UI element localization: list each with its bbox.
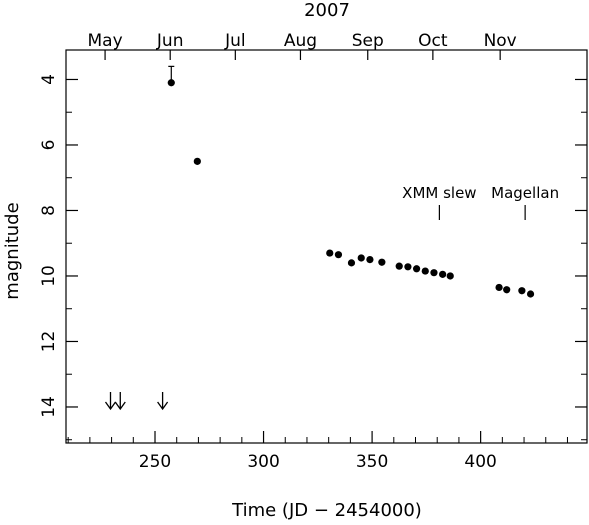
month-label: Aug bbox=[284, 31, 317, 51]
annotation-label: Magellan bbox=[491, 184, 559, 202]
x-tick-label: 250 bbox=[139, 452, 171, 472]
data-point bbox=[404, 263, 412, 271]
y-tick-label: 8 bbox=[39, 205, 59, 216]
y-tick-label: 4 bbox=[39, 74, 59, 85]
data-point bbox=[193, 157, 201, 165]
x-axis-label: Time (JD − 2454000) bbox=[231, 500, 422, 521]
data-point bbox=[430, 269, 438, 277]
data-point bbox=[167, 79, 175, 87]
data-point bbox=[446, 272, 454, 280]
y-axis-label: magnitude bbox=[2, 202, 23, 299]
y-tick-label: 10 bbox=[39, 265, 59, 287]
data-point bbox=[421, 267, 429, 275]
data-point bbox=[518, 287, 526, 295]
data-point bbox=[495, 283, 503, 292]
x-tick-label: 300 bbox=[247, 452, 279, 472]
y-tick-label: 6 bbox=[39, 140, 59, 151]
month-label: Jun bbox=[156, 31, 184, 51]
month-label: May bbox=[87, 31, 122, 51]
x-tick-label: 350 bbox=[356, 452, 388, 472]
upper-limit-arrow bbox=[157, 391, 169, 411]
y-tick-label: 12 bbox=[39, 331, 59, 353]
data-point bbox=[439, 270, 447, 278]
month-label: Sep bbox=[352, 31, 384, 51]
data-point bbox=[412, 265, 421, 273]
x-tick-label: 400 bbox=[464, 452, 496, 472]
annotation-label: XMM slew bbox=[402, 184, 476, 202]
data-point bbox=[366, 256, 374, 264]
data-point bbox=[357, 254, 365, 262]
upper-limit-arrow bbox=[104, 391, 117, 411]
upper-limit-arrow bbox=[114, 391, 126, 411]
y-tick-label: 14 bbox=[39, 396, 59, 418]
data-point bbox=[378, 258, 386, 266]
plot-area: 250 300 350 400 May Jun Jul Aug Sep Oct Nov 4 6 8 10 12… bbox=[39, 31, 588, 472]
data-point bbox=[503, 286, 511, 294]
data-point bbox=[395, 262, 403, 270]
data-point bbox=[334, 251, 343, 259]
top-axis-year-title: 2007 bbox=[304, 0, 350, 21]
month-label: Jul bbox=[224, 31, 246, 51]
month-label: Nov bbox=[484, 31, 517, 51]
data-point bbox=[526, 290, 535, 298]
data-point bbox=[347, 259, 356, 267]
data-point bbox=[326, 249, 334, 257]
month-label: Oct bbox=[418, 31, 448, 51]
plot-frame bbox=[65, 49, 588, 444]
